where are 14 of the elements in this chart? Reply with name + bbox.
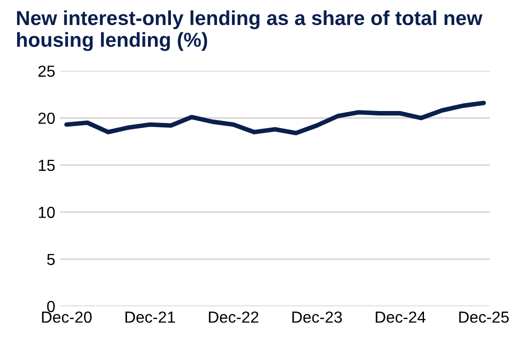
x-tick-label: Dec-24: [376, 311, 426, 323]
y-tick-label: 15: [38, 160, 55, 171]
x-tick-label: Dec-25: [459, 311, 509, 323]
y-tick-label: 0: [47, 300, 55, 312]
y-tick-label: 5: [47, 254, 55, 266]
y-tick-label: 25: [38, 66, 55, 77]
x-tick-label: Dec-22: [208, 311, 258, 323]
y-tick-label: 10: [38, 206, 55, 218]
x-tick-label: Dec-21: [126, 311, 175, 323]
line-series: [64, 100, 486, 136]
chart-title: New interest-only lending as a share of total new housing lending (%): [17, 10, 482, 52]
x-tick-label: Dec-23: [292, 311, 342, 323]
x-tick-label: Dec-20: [42, 311, 92, 323]
y-tick-label: 20: [38, 112, 55, 124]
